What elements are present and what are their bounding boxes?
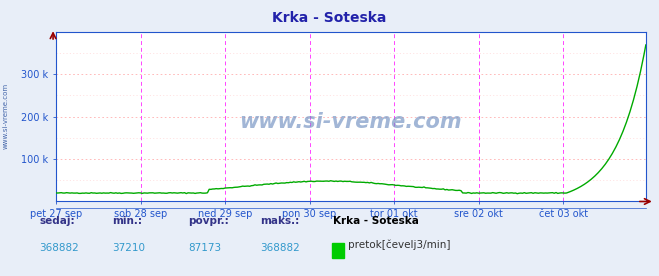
- Text: 368882: 368882: [260, 243, 300, 253]
- Text: 37210: 37210: [112, 243, 145, 253]
- Text: pretok[čevelj3/min]: pretok[čevelj3/min]: [348, 239, 451, 250]
- Text: 368882: 368882: [40, 243, 79, 253]
- Text: www.si-vreme.com: www.si-vreme.com: [240, 112, 462, 132]
- Text: povpr.:: povpr.:: [188, 216, 229, 225]
- Text: maks.:: maks.:: [260, 216, 300, 225]
- Text: Krka - Soteska: Krka - Soteska: [333, 216, 418, 225]
- Text: 87173: 87173: [188, 243, 221, 253]
- Text: www.si-vreme.com: www.si-vreme.com: [2, 83, 9, 149]
- Text: sedaj:: sedaj:: [40, 216, 75, 225]
- Text: Krka - Soteska: Krka - Soteska: [272, 11, 387, 25]
- Text: min.:: min.:: [112, 216, 142, 225]
